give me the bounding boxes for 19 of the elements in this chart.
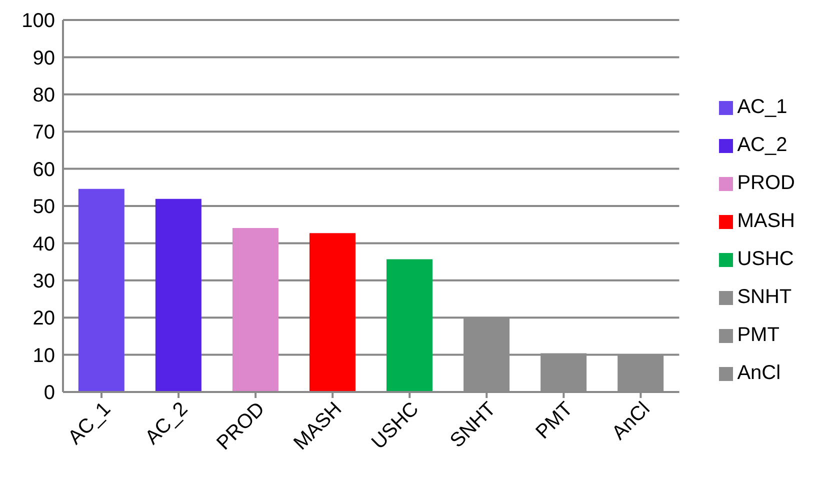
legend-label: PROD xyxy=(737,172,795,194)
legend-label: AnCl xyxy=(737,362,781,384)
y-tick-label: 30 xyxy=(32,270,55,292)
y-tick-label: 10 xyxy=(32,344,55,367)
y-tick-label: 80 xyxy=(32,84,55,106)
legend-label: SNHT xyxy=(737,286,792,308)
y-tick-label: 100 xyxy=(22,10,55,32)
legend-label: USHC xyxy=(737,248,794,270)
y-tick-label: 90 xyxy=(32,47,55,70)
y-tick-label: 0 xyxy=(44,382,55,404)
legend-label: AC_2 xyxy=(737,134,788,156)
legend-label: PMT xyxy=(737,324,780,346)
legend-label: MASH xyxy=(737,210,795,232)
legend-label: AC_1 xyxy=(737,96,788,118)
y-tick-label: 20 xyxy=(32,308,55,330)
y-tick-label: 60 xyxy=(32,158,55,181)
y-tick-label: 50 xyxy=(32,196,55,218)
y-tick-label: 40 xyxy=(32,233,55,256)
y-tick-label: 70 xyxy=(32,122,55,144)
